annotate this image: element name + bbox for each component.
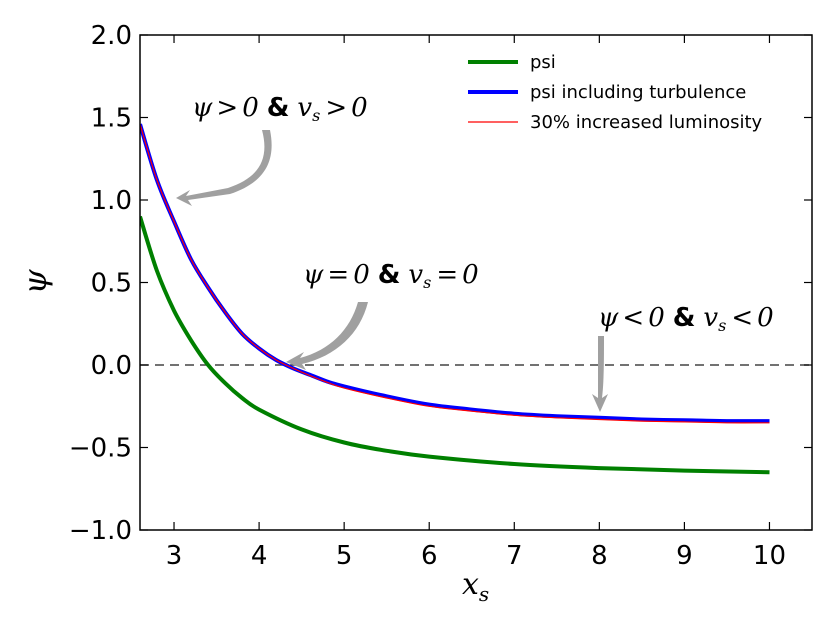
legend-label-psi: psi [530,52,556,73]
y-ticks: 2.0 1.5 1.0 0.5 0.0 −0.5 −1.0 [69,21,812,546]
legend: psi psi including turbulence 30% increas… [468,52,763,133]
x-ticks: 3 4 5 6 7 8 9 10 [166,35,786,571]
x-tick-label: 5 [336,541,353,571]
x-tick-label: 8 [591,541,608,571]
x-tick-label: 4 [251,541,268,571]
y-tick-label: −1.0 [69,516,132,546]
plot-area [140,35,812,530]
x-axis-label: xs [462,567,489,606]
legend-label-luminosity: 30% increased luminosity [530,112,763,133]
y-tick-label: −0.5 [69,434,132,464]
y-axis-label: ψ [16,269,54,295]
x-tick-label: 7 [506,541,523,571]
annotation-arrow-positive [176,130,272,206]
x-tick-label: 3 [166,541,183,571]
y-tick-label: 1.0 [91,186,132,216]
x-tick-label: 6 [421,541,438,571]
series-line-psi [140,215,770,475]
annotation-positive: ψ >0 & vs >0 [192,93,368,125]
annotation-arrow-zero [286,302,368,370]
legend-label-turbulence: psi including turbulence [530,82,746,103]
y-tick-label: 0.5 [91,269,132,299]
annotation-arrows [176,130,608,412]
annotation-zero: ψ = 0 & vs = 0 [303,260,479,292]
x-tick-label: 9 [676,541,693,571]
annotation-arrow-negative [592,336,608,412]
annotation-negative: ψ <0 & vs <0 [598,303,774,335]
x-tick-label: 10 [753,541,786,571]
y-tick-label: 0.0 [91,351,132,381]
y-tick-label: 2.0 [91,21,132,51]
series-line-increased-luminosity [140,123,770,424]
y-tick-label: 1.5 [91,104,132,134]
